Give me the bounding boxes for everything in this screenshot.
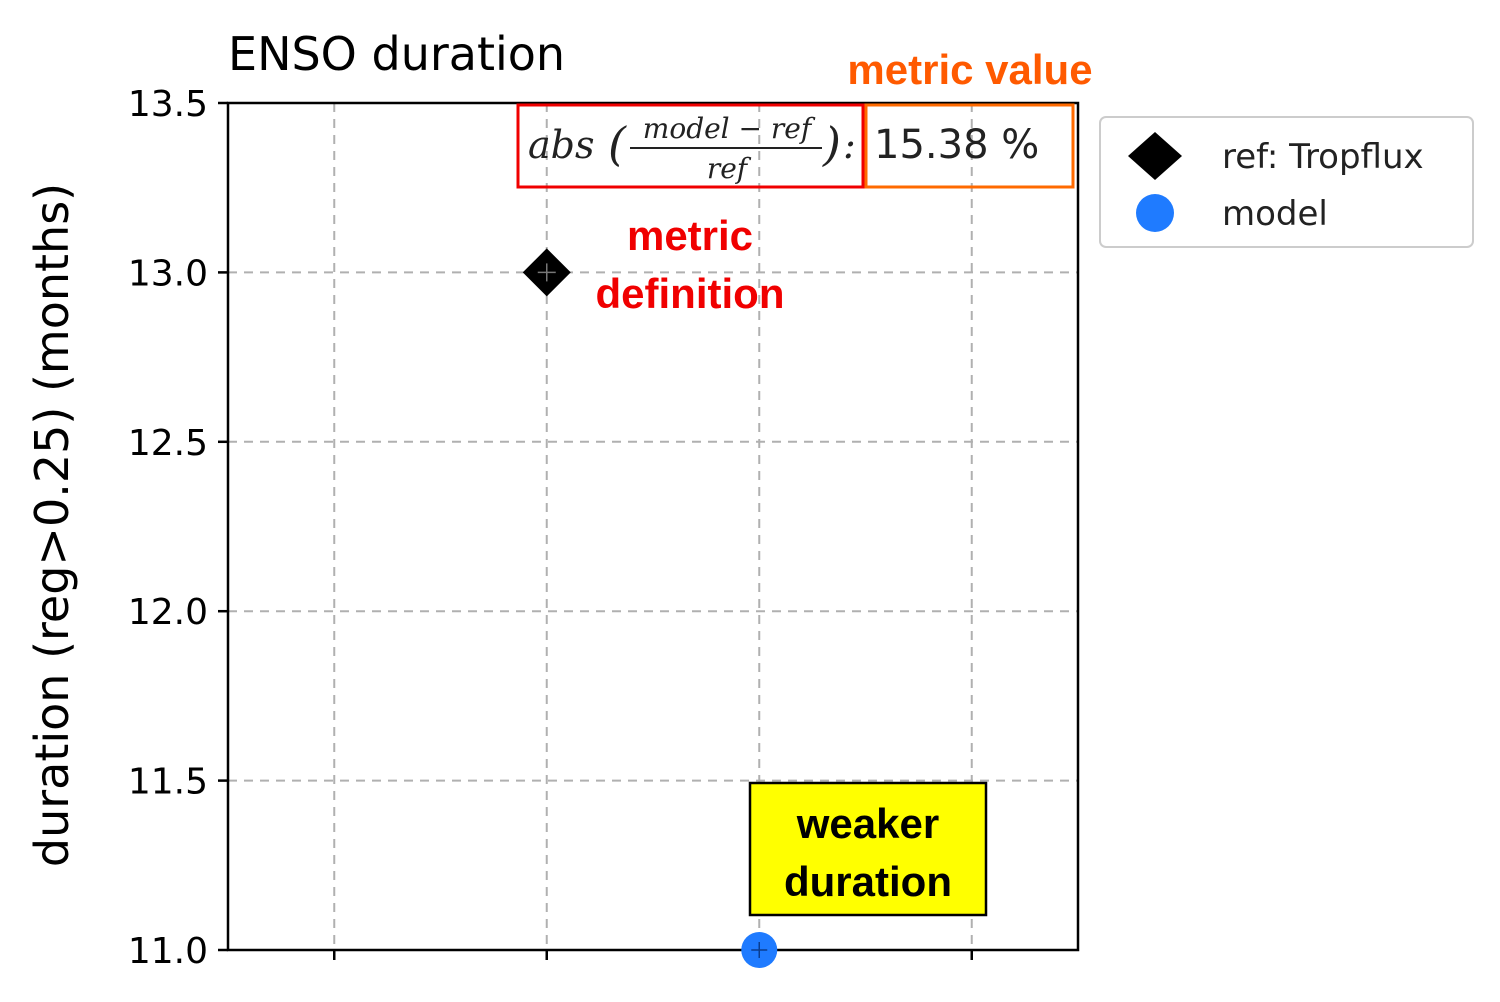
legend-frame [1099,116,1474,248]
metric-value: 15.38 % [874,122,1039,168]
model-note-line1: weaker [796,800,939,847]
y-tick-label: 11.0 [128,931,208,972]
legend-label-ref: ref: Tropflux [1222,137,1424,177]
metric-value-annotation: metric value [847,46,1092,93]
legend-diamond-icon [1128,132,1182,180]
metric-paren-close: ) [822,117,841,171]
legend: ref: Tropflux model [1099,116,1474,248]
plot-frame [226,101,1080,952]
metric-numerator: model − ref [643,112,816,145]
metric-denominator: ref [707,152,752,185]
metric-fn: abs [528,123,594,167]
x-axis-ticks [333,950,973,960]
chart-title: ENSO duration [228,27,565,81]
metric-definition-annotation-line1: metric [627,212,753,259]
metric-separator: : [843,123,856,167]
y-axis-label: duration (reg>0.25) (months) [25,183,79,867]
metric-definition-annotation-line2: definition [596,270,785,317]
y-tick-label: 12.5 [128,423,208,464]
legend-circle-icon [1136,194,1174,232]
y-axis-ticks: 11.0 11.5 12.0 12.5 13.0 13.5 [128,84,228,972]
model-note-line2: duration [784,858,952,905]
metric-value-frame [864,103,1075,189]
metric-definition-box: abs ( model − ref ref ) : [516,103,865,189]
model-note-box: weaker duration [748,781,988,917]
grid-lines [228,102,1078,951]
y-tick-label: 11.5 [128,762,208,803]
y-tick-label: 13.0 [128,253,208,294]
model-note-frame [748,781,988,917]
metric-paren-open: ( [608,117,627,171]
metric-definition-frame [516,103,865,189]
data-points [522,248,778,968]
metric-value-box: 15.38 % [864,103,1075,189]
legend-label-model: model [1222,194,1328,234]
y-tick-label: 12.0 [128,592,208,633]
y-tick-label: 13.5 [128,84,208,125]
